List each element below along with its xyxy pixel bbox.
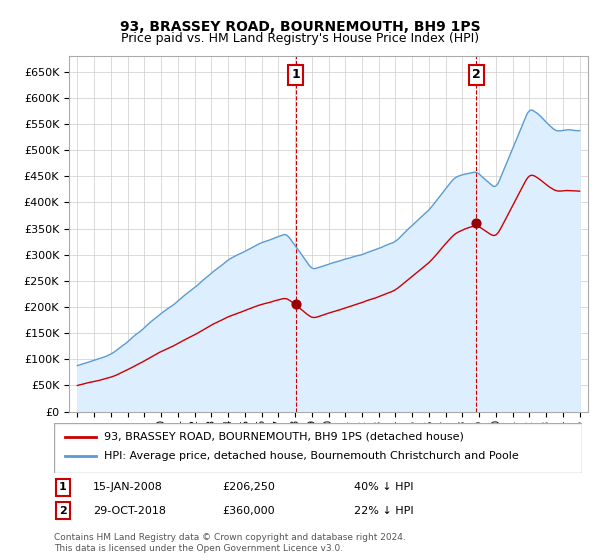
Text: 93, BRASSEY ROAD, BOURNEMOUTH, BH9 1PS (detached house): 93, BRASSEY ROAD, BOURNEMOUTH, BH9 1PS (… xyxy=(104,432,464,442)
Text: 93, BRASSEY ROAD, BOURNEMOUTH, BH9 1PS: 93, BRASSEY ROAD, BOURNEMOUTH, BH9 1PS xyxy=(119,20,481,34)
Text: Contains HM Land Registry data © Crown copyright and database right 2024.
This d: Contains HM Land Registry data © Crown c… xyxy=(54,533,406,553)
Text: 15-JAN-2008: 15-JAN-2008 xyxy=(93,482,163,492)
Text: 2: 2 xyxy=(59,506,67,516)
Text: 22% ↓ HPI: 22% ↓ HPI xyxy=(354,506,413,516)
Text: 1: 1 xyxy=(59,482,67,492)
Text: 29-OCT-2018: 29-OCT-2018 xyxy=(93,506,166,516)
Text: 2: 2 xyxy=(472,68,481,81)
Point xyxy=(291,299,301,308)
Text: 1: 1 xyxy=(292,68,300,81)
Text: 40% ↓ HPI: 40% ↓ HPI xyxy=(354,482,413,492)
Text: Price paid vs. HM Land Registry's House Price Index (HPI): Price paid vs. HM Land Registry's House … xyxy=(121,32,479,45)
Text: £360,000: £360,000 xyxy=(222,506,275,516)
Text: £206,250: £206,250 xyxy=(222,482,275,492)
Point xyxy=(472,219,481,228)
Text: HPI: Average price, detached house, Bournemouth Christchurch and Poole: HPI: Average price, detached house, Bour… xyxy=(104,451,519,460)
